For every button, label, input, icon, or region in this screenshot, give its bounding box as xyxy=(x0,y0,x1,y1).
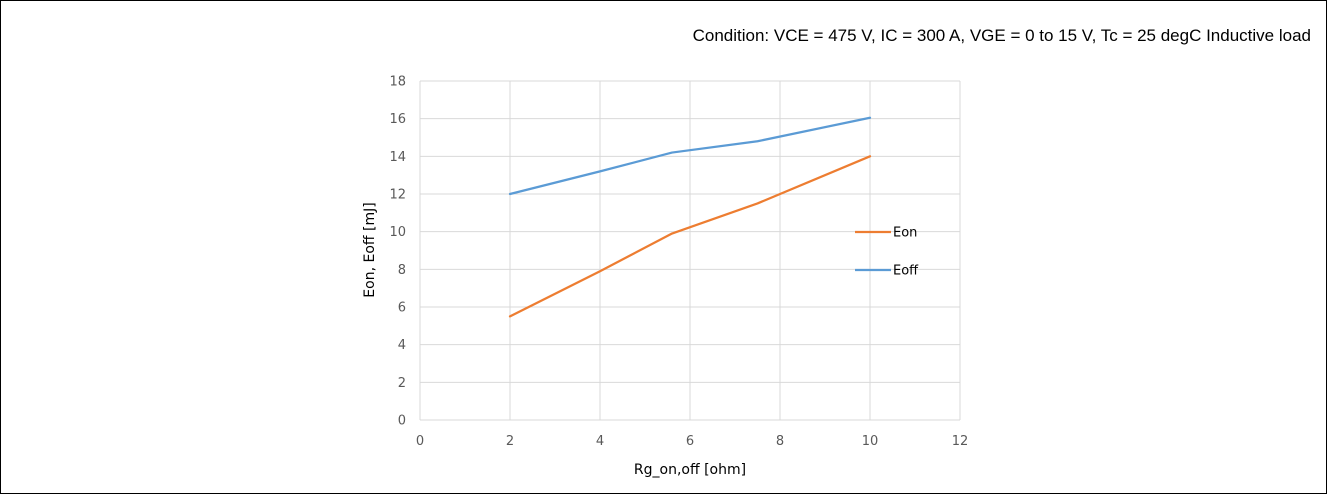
x-tick-label: 4 xyxy=(596,434,604,449)
x-tick-label: 12 xyxy=(952,434,969,449)
x-tick-label: 0 xyxy=(416,434,424,449)
y-tick-label: 12 xyxy=(389,188,406,203)
y-axis-label: Eon, Eoff [mJ] xyxy=(362,202,378,297)
y-tick-label: 8 xyxy=(398,263,406,278)
y-tick-label: 18 xyxy=(389,75,406,90)
legend-label-eon: Eon xyxy=(893,226,917,241)
x-tick-label: 10 xyxy=(862,434,879,449)
series-lines xyxy=(508,116,872,318)
y-tick-label: 0 xyxy=(398,414,406,429)
y-tick-labels: 0 2 4 6 8 10 12 14 16 18 xyxy=(389,75,406,429)
y-tick-label: 14 xyxy=(389,150,406,165)
grid xyxy=(419,80,961,421)
x-tick-labels: 0 2 4 6 8 10 12 xyxy=(416,434,968,449)
legend-label-eoff: Eoff xyxy=(893,264,919,279)
y-tick-label: 16 xyxy=(389,112,406,127)
x-tick-label: 2 xyxy=(506,434,514,449)
y-tick-label: 4 xyxy=(398,338,406,353)
legend: Eon Eoff xyxy=(855,226,919,279)
condition-text: Condition: VCE = 475 V, IC = 300 A, VGE … xyxy=(692,26,1311,45)
y-tick-label: 6 xyxy=(398,301,406,316)
x-tick-label: 6 xyxy=(686,434,694,449)
y-tick-label: 10 xyxy=(389,225,406,240)
x-axis-label: Rg_on,off [ohm] xyxy=(634,462,746,478)
x-tick-label: 8 xyxy=(776,434,784,449)
y-tick-label: 2 xyxy=(398,376,406,391)
